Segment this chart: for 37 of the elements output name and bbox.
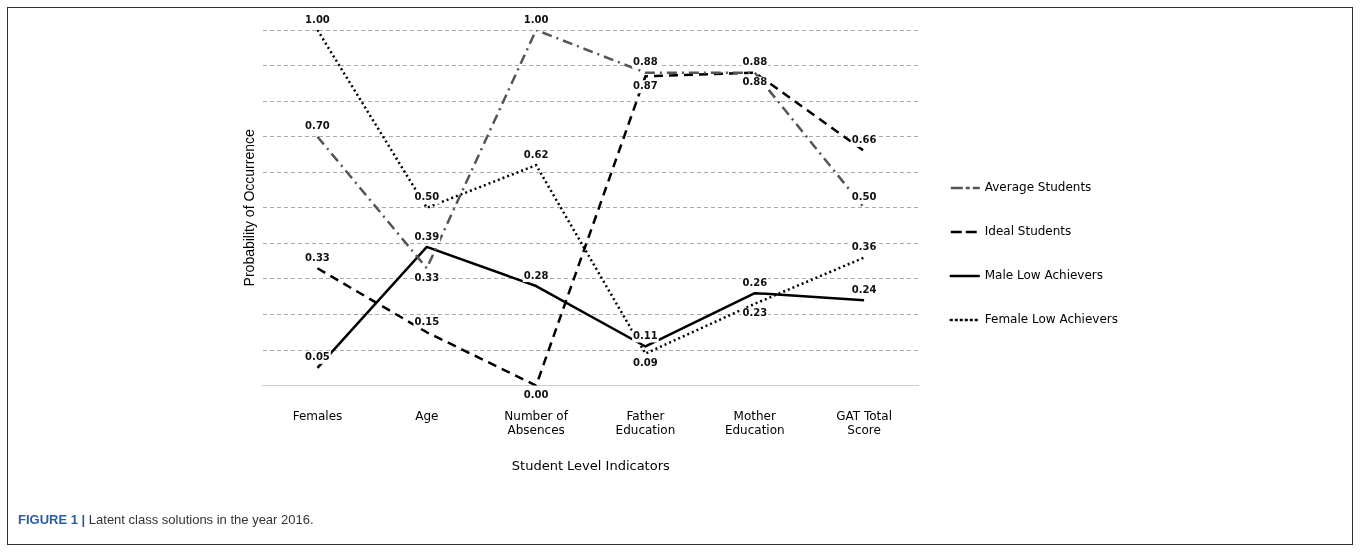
data-label: 0.36 bbox=[851, 241, 877, 253]
x-tick-label: Age bbox=[415, 408, 439, 423]
y-axis-title: Probability of Occurrence bbox=[241, 129, 258, 287]
data-label: 0.88 bbox=[742, 56, 768, 68]
data-label: 0.50 bbox=[414, 191, 440, 203]
data-label: 0.87 bbox=[633, 79, 658, 91]
x-tick-label: Number of Absences bbox=[504, 408, 569, 438]
data-label: 0.11 bbox=[633, 330, 658, 342]
data-label: 0.26 bbox=[742, 276, 768, 288]
data-label: 1.00 bbox=[523, 13, 549, 25]
caption: FIGURE 1 | Latent class solutions in the year 2016. bbox=[18, 512, 314, 527]
x-tick-label: Father Education bbox=[615, 408, 676, 438]
data-label: 0.05 bbox=[305, 351, 330, 363]
data-label: 0.50 bbox=[851, 191, 877, 203]
legend-label: Female Low Achievers bbox=[984, 312, 1119, 327]
data-label: 0.66 bbox=[851, 134, 877, 146]
data-label: 0.23 bbox=[742, 307, 768, 319]
data-label: 0.09 bbox=[633, 357, 658, 369]
x-tick-label: Mother Education bbox=[724, 408, 785, 438]
data-label: 0.39 bbox=[414, 230, 440, 242]
data-label: 0.00 bbox=[523, 389, 549, 401]
legend-label: Average Students bbox=[984, 180, 1092, 195]
x-tick-label: Females bbox=[292, 408, 343, 423]
data-label: 0.33 bbox=[305, 251, 330, 263]
data-label: 0.15 bbox=[414, 315, 440, 327]
data-label: 0.28 bbox=[523, 269, 549, 281]
x-axis-title: Student Level Indicators bbox=[511, 457, 670, 473]
x-tick-label: GAT Total Score bbox=[836, 408, 892, 438]
data-label: 0.33 bbox=[414, 271, 440, 283]
legend-label: Ideal Students bbox=[984, 224, 1072, 239]
data-label: 1.00 bbox=[305, 13, 330, 25]
data-label: 0.24 bbox=[851, 283, 877, 295]
data-label: 0.88 bbox=[633, 56, 658, 68]
data-label: 0.62 bbox=[523, 148, 549, 160]
legend-label: Male Low Achievers bbox=[984, 268, 1104, 283]
data-label: 0.70 bbox=[305, 120, 330, 132]
data-label: 0.88 bbox=[742, 76, 768, 88]
